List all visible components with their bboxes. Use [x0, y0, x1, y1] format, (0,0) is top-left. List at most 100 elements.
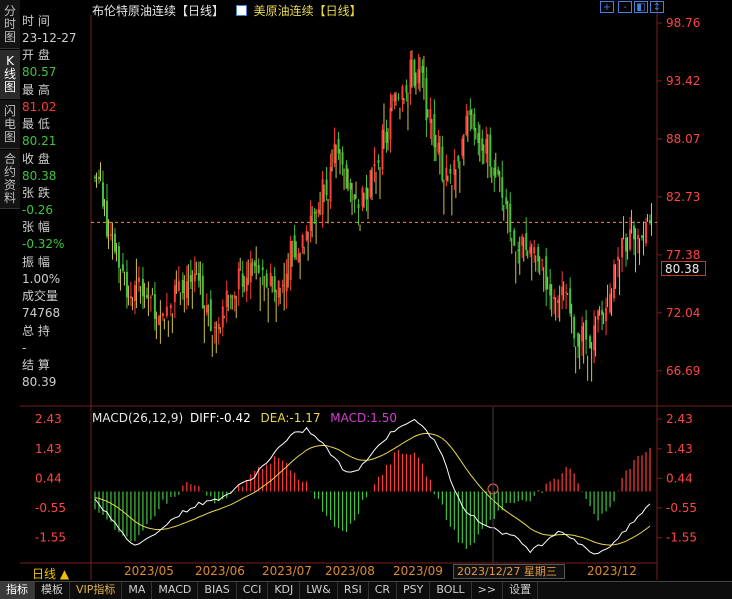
candle-body: [417, 68, 420, 84]
bottom-tab-10[interactable]: CR: [369, 582, 398, 599]
info-label-5: 张 跌: [22, 186, 50, 200]
bottom-tab-6[interactable]: CCI: [237, 582, 269, 599]
sidebar-tab-3[interactable]: 合约资料: [0, 150, 20, 209]
candle-body: [385, 131, 388, 143]
bottom-tab-12[interactable]: BOLL: [430, 582, 472, 599]
sidebar-tab-2[interactable]: 闪电图: [0, 100, 20, 149]
bottom-tab-11[interactable]: PSY: [397, 582, 431, 599]
candle-body: [429, 109, 432, 123]
info-label-3: 最 低: [22, 117, 50, 132]
candle-body: [577, 333, 580, 347]
macd-value: MACD:1.50: [330, 411, 398, 425]
info-label-9: 总 持: [22, 323, 50, 338]
candle-body: [477, 133, 480, 144]
candle-body: [189, 275, 192, 282]
price-tick-label: 98.76: [666, 16, 700, 30]
info-label-2: 最 高: [22, 82, 50, 97]
macd-diff: DIFF:-0.42: [189, 411, 251, 425]
candle-body: [145, 295, 148, 298]
candle-body: [457, 155, 460, 162]
candle-body: [109, 234, 112, 236]
info-value-7: 1.00%: [22, 271, 61, 286]
candle-body: [405, 85, 408, 93]
candle-body: [353, 194, 356, 201]
candle-body: [373, 163, 376, 167]
candle-body: [489, 134, 492, 167]
candle-body: [317, 209, 320, 214]
candle-body: [613, 264, 616, 299]
candle-body: [633, 225, 636, 240]
candle-body: [481, 138, 484, 151]
bottom-tab-4[interactable]: MACD: [152, 582, 199, 599]
candle-body: [421, 66, 424, 73]
macd-dea: DEA:-1.17: [260, 411, 321, 425]
candle-body: [541, 259, 544, 261]
candle-body: [649, 220, 652, 223]
bottom-tab-2[interactable]: VIP指标: [70, 582, 123, 599]
candle-body: [97, 176, 100, 179]
chart-control-button-1[interactable]: -: [618, 1, 632, 13]
candle-body: [441, 146, 444, 181]
info-label-0: 时 间: [22, 14, 50, 28]
sidebar-tab-0[interactable]: 分时图: [0, 0, 20, 49]
candle-body: [629, 229, 632, 250]
candle-body: [161, 313, 164, 317]
bottom-tab-13[interactable]: >>: [472, 582, 504, 599]
info-value-5: -0.26: [22, 203, 54, 217]
candle-body: [329, 167, 332, 202]
chart-control-button-2[interactable]: ◧: [634, 1, 648, 13]
date-label: 2023/05: [124, 564, 174, 578]
candle-body: [553, 296, 556, 300]
candle-body: [157, 316, 160, 326]
candle-body: [365, 187, 368, 200]
candle-body: [293, 235, 296, 258]
main-series-title: 布伦特原油连续【日线】: [92, 4, 225, 18]
candle-body: [645, 222, 648, 244]
period-selector[interactable]: 日线 ▲: [32, 567, 70, 581]
candle-body: [113, 233, 116, 252]
info-value-2: 81.02: [22, 99, 57, 114]
info-value-4: 80.38: [22, 168, 57, 183]
bottom-tab-0[interactable]: 指标: [0, 582, 35, 599]
bottom-tab-7[interactable]: KDJ: [268, 582, 301, 599]
bottom-tab-1[interactable]: 模板: [35, 582, 70, 599]
candle-body: [169, 305, 172, 309]
info-value-1: 80.57: [22, 65, 57, 80]
candle-body: [621, 238, 624, 258]
candle-body: [117, 246, 120, 268]
candle-body: [249, 262, 252, 283]
candle-body: [313, 212, 316, 214]
cursor-date-label: 2023/12/27 星期三: [453, 564, 565, 579]
chart-title-bar: 布伦特原油连续【日线】 美原油连续【日线】: [92, 2, 362, 19]
candle-body: [285, 273, 288, 292]
candle-body: [605, 307, 608, 322]
chart-control-button-0[interactable]: +: [600, 1, 614, 13]
chart-control-button-3[interactable]: ↕: [650, 1, 664, 13]
candle-body: [193, 273, 196, 282]
candle-body: [509, 203, 512, 232]
candle-body: [597, 310, 600, 320]
candle-body: [497, 169, 500, 175]
candle-body: [321, 178, 324, 215]
candle-body: [465, 116, 468, 135]
candle-body: [221, 306, 224, 328]
diff-line: [94, 418, 651, 555]
bottom-tab-3[interactable]: MA: [122, 582, 153, 599]
macd-tick-label-left: -1.55: [35, 531, 66, 545]
bottom-tab-9[interactable]: RSI: [338, 582, 369, 599]
candle-body: [601, 310, 604, 315]
candle-body: [125, 271, 128, 298]
candle-body: [201, 275, 204, 309]
info-label-10: 结 算: [22, 358, 50, 372]
bottom-tab-8[interactable]: LW&: [300, 582, 338, 599]
overlay-series-icon: [235, 5, 247, 16]
info-value-8: 74768: [22, 306, 61, 321]
bottom-tab-5[interactable]: BIAS: [198, 582, 237, 599]
price-tick-label: 82.73: [666, 190, 700, 204]
candle-body: [105, 200, 108, 237]
info-label-4: 收 盘: [22, 151, 50, 166]
candle-body: [453, 160, 456, 175]
bottom-tab-14[interactable]: 设置: [503, 582, 539, 599]
